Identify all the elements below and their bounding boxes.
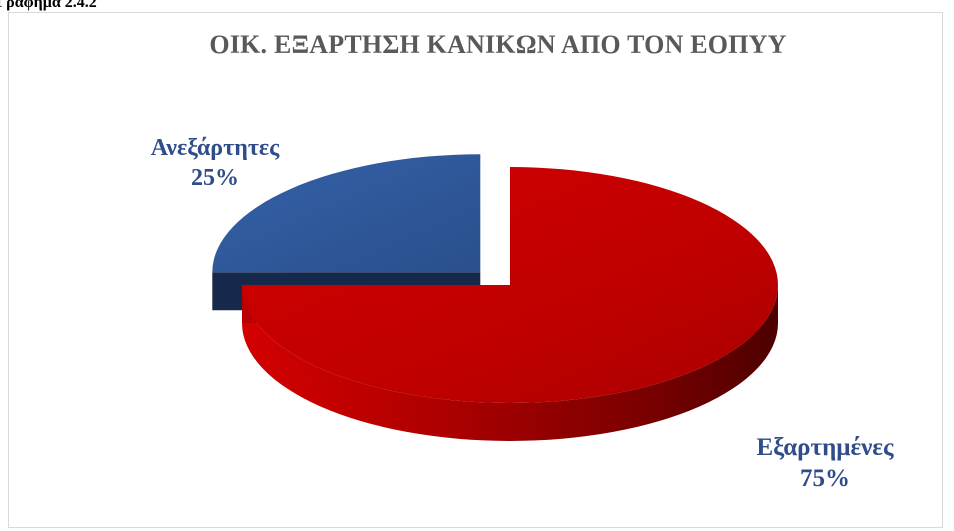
slice-label-dependent-percent: 75%	[800, 465, 850, 493]
figure-caption: Γράφημα 2.4.2	[0, 0, 97, 11]
slice-dependent	[242, 167, 778, 403]
slice-label-independent-name: Ανεξάρτητες	[150, 135, 280, 161]
slice-side-dependent	[242, 285, 778, 441]
slice-label-dependent-name: Εξαρτημένες	[756, 434, 894, 461]
slice-independent	[212, 154, 481, 273]
slice-label-independent-percent: 25%	[191, 165, 239, 191]
chart-title: ΟΙΚ. ΕΞΑΡΤΗΣΗ ΚΑΝΙΚΩΝ ΑΠΟ ΤΟΝ ΕΟΠΥΥ	[209, 30, 787, 59]
slice-label-dependent: Εξαρτημένες 75%	[730, 432, 920, 495]
slice-label-independent: Ανεξάρτητες 25%	[110, 133, 320, 193]
